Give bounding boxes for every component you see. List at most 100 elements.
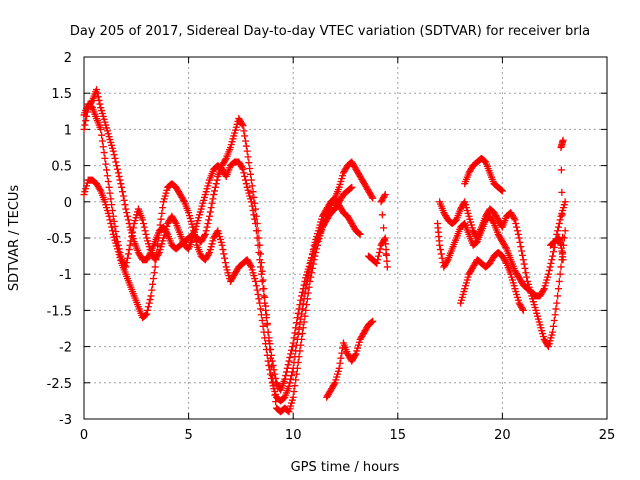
data-point — [369, 194, 377, 202]
data-point — [554, 292, 562, 300]
data-point — [99, 143, 107, 151]
data-point — [249, 206, 257, 214]
data-point — [561, 198, 569, 206]
data-point — [247, 198, 255, 206]
data-point — [221, 259, 229, 267]
data-point — [552, 305, 560, 313]
data-point — [113, 233, 121, 241]
series-arc-4 — [323, 317, 377, 401]
data-point — [252, 277, 260, 285]
data-point — [561, 227, 569, 235]
data-point — [559, 256, 567, 264]
data-point — [141, 311, 149, 319]
data-point — [291, 382, 299, 390]
data-point — [297, 296, 305, 304]
data-point — [436, 246, 444, 254]
series-arc-5 — [365, 191, 391, 271]
data-point — [142, 230, 150, 238]
data-point — [288, 372, 296, 380]
data-point — [124, 254, 132, 262]
data-point — [124, 250, 132, 258]
data-point — [113, 162, 121, 170]
data-point — [266, 340, 274, 348]
data-point — [123, 259, 131, 267]
data-point — [559, 136, 567, 144]
data-point — [303, 301, 311, 309]
data-point — [549, 252, 557, 260]
data-point — [294, 309, 302, 317]
data-point — [298, 310, 306, 318]
data-point — [104, 178, 112, 186]
data-point — [112, 158, 120, 166]
data-point — [290, 334, 298, 342]
data-point — [257, 263, 265, 271]
data-point — [288, 368, 296, 376]
data-point — [154, 250, 162, 258]
data-point — [255, 295, 263, 303]
data-point — [523, 273, 531, 281]
x-tick-label: 10 — [285, 428, 302, 443]
data-point — [521, 264, 529, 272]
data-point — [112, 227, 120, 235]
data-point — [103, 172, 111, 180]
data-point — [522, 269, 530, 277]
data-point — [558, 211, 566, 219]
data-point — [376, 245, 384, 253]
x-tick-label: 15 — [390, 428, 407, 443]
data-point — [159, 204, 167, 212]
data-point — [519, 306, 527, 314]
data-point — [284, 361, 292, 369]
data-point — [554, 285, 562, 293]
data-point — [122, 263, 130, 271]
data-point — [100, 149, 108, 157]
series-arc-8 — [457, 248, 527, 314]
data-point — [289, 393, 297, 401]
data-point — [257, 250, 265, 258]
data-point — [451, 217, 459, 225]
data-point — [283, 368, 291, 376]
data-point — [290, 359, 298, 367]
data-point — [295, 305, 303, 313]
data-point — [381, 191, 389, 199]
data-point — [498, 186, 506, 194]
grid — [84, 57, 607, 419]
data-point — [109, 212, 117, 220]
data-point — [127, 237, 135, 245]
data-point — [202, 227, 210, 235]
data-point — [555, 220, 563, 228]
data-point — [292, 347, 300, 355]
data-point — [292, 376, 300, 384]
data-point — [436, 241, 444, 249]
data-point — [267, 345, 275, 353]
data-point — [293, 370, 301, 378]
data-point — [139, 216, 147, 224]
data-point — [253, 234, 261, 242]
y-tick-label: -0.5 — [47, 232, 72, 247]
y-tick-label: -2 — [59, 341, 72, 356]
series-arc-6 — [434, 198, 569, 300]
data-point — [382, 250, 390, 258]
data-point — [139, 220, 147, 228]
y-axis-label: SDTVAR / TECUs — [7, 185, 22, 292]
data-point — [119, 192, 127, 200]
data-point — [129, 228, 137, 236]
data-point — [106, 216, 114, 224]
data-point — [144, 303, 152, 311]
data-point — [259, 322, 267, 330]
data-point — [87, 102, 95, 110]
data-point — [554, 227, 562, 235]
data-point — [375, 252, 383, 260]
data-point — [293, 335, 301, 343]
data-point — [148, 286, 156, 294]
data-point — [299, 324, 307, 332]
data-point — [115, 172, 123, 180]
data-point — [297, 315, 305, 323]
data-point — [257, 305, 265, 313]
data-point — [502, 243, 510, 251]
data-point — [122, 205, 130, 213]
data-point — [120, 196, 128, 204]
data-point — [355, 230, 363, 238]
data-point — [218, 241, 226, 249]
data-point — [247, 176, 255, 184]
data-point — [102, 160, 110, 168]
